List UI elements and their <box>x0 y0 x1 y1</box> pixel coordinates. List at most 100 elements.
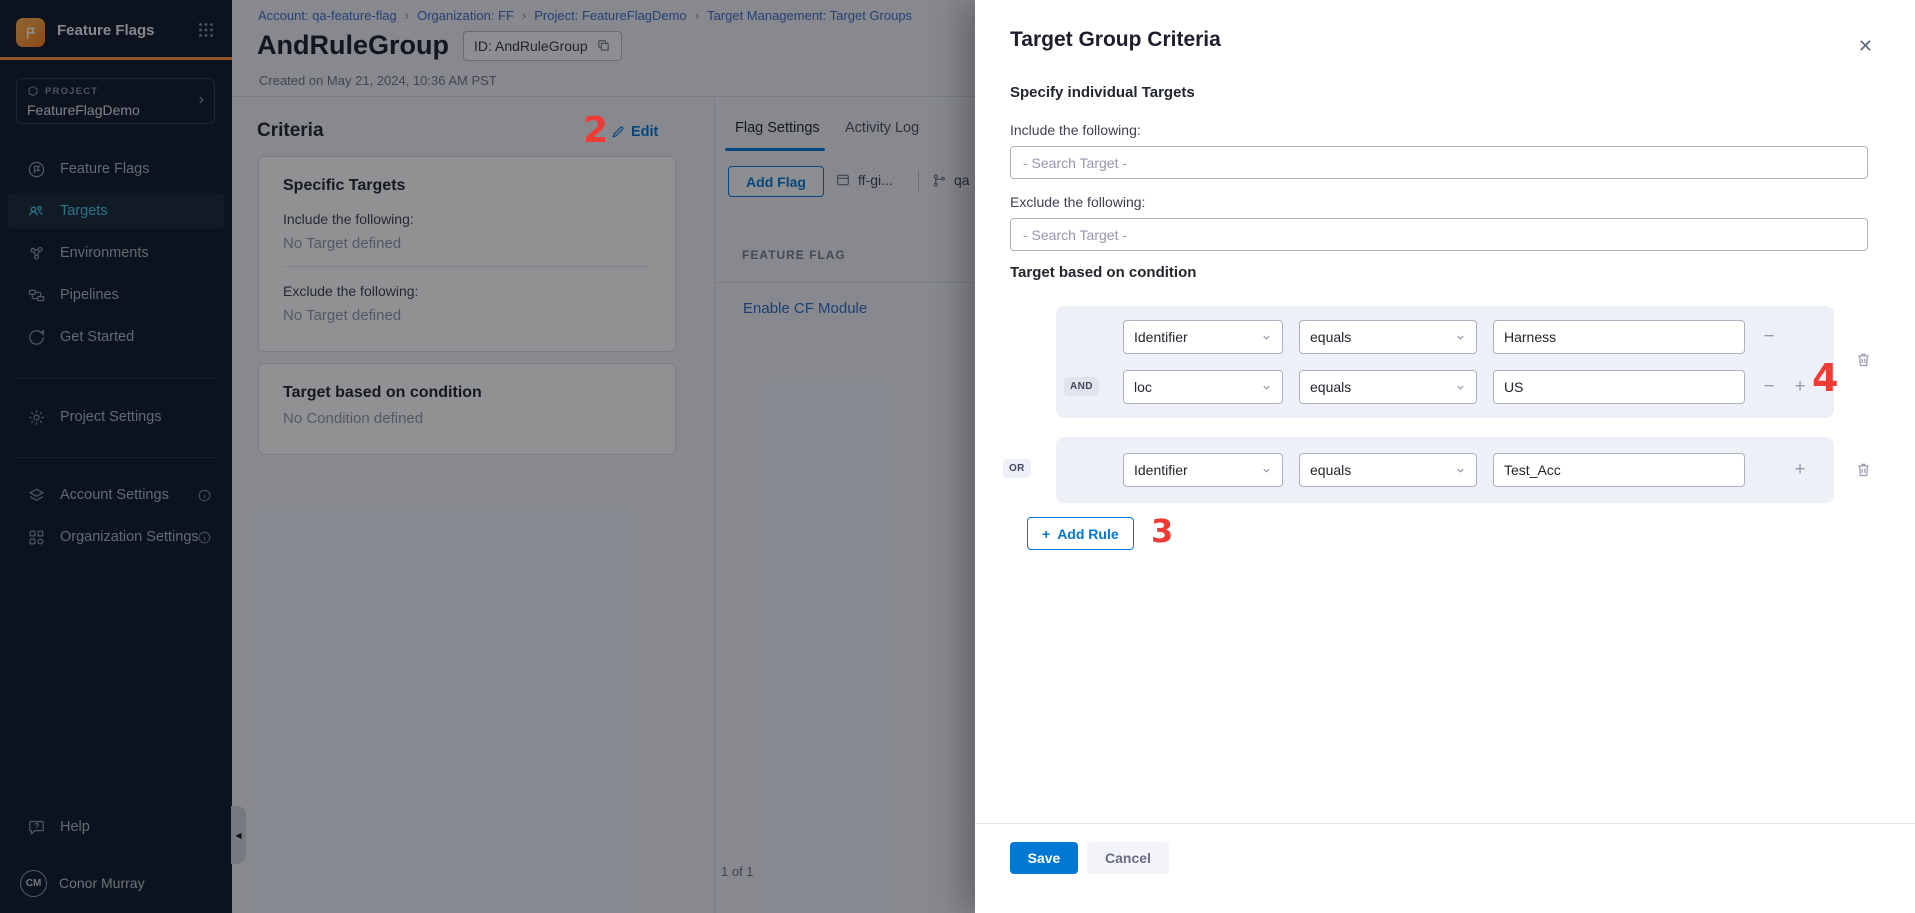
pipeline-env-selector[interactable]: qa <box>932 172 970 188</box>
sidebar-item-label: Targets <box>60 203 108 219</box>
environment-selector[interactable]: ff-gi... <box>835 172 893 188</box>
sidebar-item-feature-flags[interactable]: Feature Flags <box>0 148 232 190</box>
value-input[interactable] <box>1493 320 1745 354</box>
id-badge-text: ID: AndRuleGroup <box>473 37 588 54</box>
pen-icon <box>612 126 624 138</box>
value-input[interactable] <box>1493 370 1745 404</box>
rule-row: AND loc equals − + <box>1056 370 1834 404</box>
breadcrumb-organization[interactable]: Organization: FF <box>417 8 514 23</box>
user-menu[interactable]: CM Conor Murray <box>0 862 232 904</box>
feature-flag-column-header: FEATURE FLAG <box>742 248 846 262</box>
active-tab-underline <box>725 148 825 151</box>
attribute-select[interactable]: Identifier <box>1123 453 1283 487</box>
operator-value: equals <box>1310 462 1352 478</box>
project-name: FeatureFlagDemo <box>27 102 140 118</box>
edit-criteria-button[interactable]: Edit <box>611 124 658 140</box>
sidebar-divider <box>16 457 216 458</box>
sidebar-item-get-started[interactable]: Get Started <box>0 316 232 358</box>
annotation-step-3: 3 <box>1151 512 1174 550</box>
breadcrumb-separator: › <box>694 8 700 23</box>
include-value: No Target defined <box>283 235 402 252</box>
target-group-criteria-drawer: Target Group Criteria ✕ Specify individu… <box>975 0 1915 913</box>
drawer-footer-divider <box>975 823 1915 824</box>
help-chat-icon <box>26 818 46 837</box>
add-condition-button[interactable]: + <box>1794 376 1806 397</box>
value-input[interactable] <box>1493 453 1745 487</box>
sidebar-item-project-settings[interactable]: Project Settings <box>0 396 232 438</box>
save-button[interactable]: Save <box>1010 842 1078 874</box>
sidebar-item-environments[interactable]: Environments <box>0 232 232 274</box>
add-rule-label: Add Rule <box>1057 525 1119 542</box>
project-selector[interactable]: PROJECT FeatureFlagDemo › <box>16 78 215 124</box>
pipelines-icon <box>26 286 46 305</box>
sidebar-header: Feature Flags <box>0 0 232 60</box>
sidebar-item-account-settings[interactable]: Account Settings <box>0 474 232 516</box>
branch-icon <box>932 173 947 188</box>
add-rule-button[interactable]: + Add Rule <box>1027 517 1134 550</box>
add-condition-button[interactable]: + <box>1794 459 1806 480</box>
drawer-exclude-label: Exclude the following: <box>1010 194 1146 210</box>
card-divider <box>283 266 651 267</box>
rule-row: Identifier equals + <box>1056 453 1834 487</box>
user-name: Conor Murray <box>59 875 145 891</box>
condition-value: No Condition defined <box>283 410 424 427</box>
flag-logo-icon <box>26 27 35 39</box>
delete-rule-group-1-icon[interactable] <box>1855 350 1872 369</box>
sidebar-item-help[interactable]: Help <box>0 806 232 848</box>
gear-icon <box>26 408 46 427</box>
breadcrumb-separator: › <box>404 8 410 23</box>
chevron-down-icon <box>1455 382 1466 393</box>
exclude-label: Exclude the following: <box>283 283 419 299</box>
close-icon[interactable]: ✕ <box>1857 36 1873 56</box>
operator-value: equals <box>1310 329 1352 345</box>
cancel-button[interactable]: Cancel <box>1087 842 1169 874</box>
module-grid-icon[interactable] <box>198 22 214 38</box>
sidebar-item-label: Feature Flags <box>60 161 150 177</box>
operator-select[interactable]: equals <box>1299 370 1477 404</box>
condition-card: Target based on condition No Condition d… <box>258 363 676 455</box>
breadcrumb-account[interactable]: Account: qa-feature-flag <box>258 8 397 23</box>
breadcrumb-project[interactable]: Project: FeatureFlagDemo <box>534 8 687 23</box>
column-divider <box>714 96 715 913</box>
tab-flag-settings[interactable]: Flag Settings <box>735 120 820 136</box>
modal-dim-overlay[interactable] <box>0 0 975 913</box>
criteria-heading: Criteria <box>257 120 324 141</box>
environment-icon <box>835 172 851 188</box>
drawer-title: Target Group Criteria <box>1010 28 1221 51</box>
attribute-value: loc <box>1134 379 1152 395</box>
tab-activity-log[interactable]: Activity Log <box>845 120 920 136</box>
avatar: CM <box>20 869 47 897</box>
chevron-down-icon <box>1455 465 1466 476</box>
attribute-select[interactable]: Identifier <box>1123 320 1283 354</box>
remove-value-button[interactable]: − <box>1763 326 1775 347</box>
info-icon[interactable] <box>197 530 212 545</box>
sidebar-item-targets[interactable]: Targets <box>0 190 232 232</box>
operator-select[interactable]: equals <box>1299 453 1477 487</box>
include-target-search-input[interactable] <box>1010 146 1868 179</box>
copy-icon[interactable] <box>596 38 611 53</box>
exclude-target-search-input[interactable] <box>1010 218 1868 251</box>
sidebar-item-label: Help <box>60 819 90 835</box>
app-title: Feature Flags <box>57 22 155 39</box>
targets-icon <box>26 201 46 221</box>
sidebar: Feature Flags PROJECT FeatureFlagDemo › … <box>0 0 232 913</box>
attribute-select[interactable]: loc <box>1123 370 1283 404</box>
sidebar-collapse-handle[interactable]: ◀ <box>231 806 246 864</box>
rule-group-2: Identifier equals + <box>1056 437 1834 503</box>
flag-link-enable-cf-module[interactable]: Enable CF Module <box>743 300 868 317</box>
specify-targets-heading: Specify individual Targets <box>1010 84 1195 101</box>
operator-select[interactable]: equals <box>1299 320 1477 354</box>
sidebar-item-pipelines[interactable]: Pipelines <box>0 274 232 316</box>
info-icon[interactable] <box>197 488 212 503</box>
specific-targets-card: Specific Targets Include the following: … <box>258 156 676 352</box>
breadcrumb-target-management[interactable]: Target Management: Target Groups <box>707 8 913 23</box>
sidebar-item-organization-settings[interactable]: Organization Settings <box>0 516 232 558</box>
breadcrumb: Account: qa-feature-flag › Organization:… <box>258 8 912 23</box>
chevron-down-icon <box>1455 332 1466 343</box>
chevron-down-icon <box>1261 382 1272 393</box>
add-flag-button[interactable]: Add Flag <box>728 166 824 197</box>
delete-rule-group-2-icon[interactable] <box>1855 460 1872 479</box>
remove-condition-button[interactable]: − <box>1763 376 1775 397</box>
chevron-right-icon: › <box>198 91 204 108</box>
